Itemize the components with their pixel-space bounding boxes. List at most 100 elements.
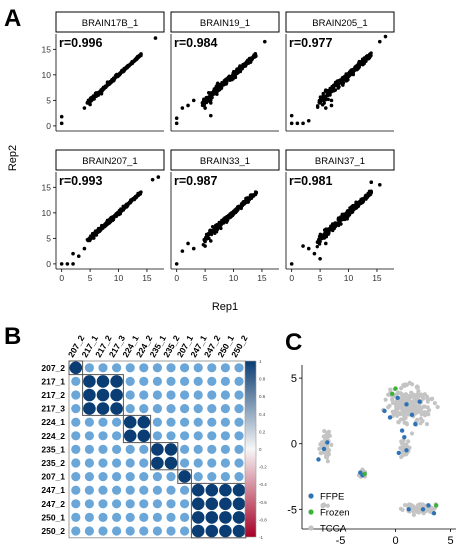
tcga-point (325, 445, 330, 450)
tcga-point (402, 383, 407, 389)
y-tick-label: 10 (42, 70, 52, 80)
correlation-cell (152, 390, 162, 400)
outlier-point (191, 98, 196, 103)
tcga-point (416, 388, 421, 394)
correlation-cell (139, 390, 149, 400)
correlation-cell (180, 417, 190, 427)
facet-strip (55, 11, 165, 33)
outlier-point (383, 34, 388, 39)
data-point (136, 193, 140, 198)
group-box (82, 374, 124, 416)
outlier-point (82, 246, 87, 251)
correlation-cell (71, 499, 81, 509)
outlier-point (180, 249, 185, 253)
row-label: 217_1 (41, 376, 65, 386)
correlation-cell (139, 404, 149, 414)
panel-b-correlogram: 207_2207_2217_1217_1217_2217_2217_3217_3… (41, 333, 267, 540)
correlation-cell (83, 402, 96, 415)
correlation-cell (207, 404, 217, 414)
outlier-point (306, 246, 311, 251)
group-box (68, 360, 84, 376)
correlation-cell (139, 499, 149, 509)
x-tick-label: 5 (88, 273, 93, 283)
tcga-point (409, 406, 414, 411)
correlation-cell (125, 390, 135, 400)
colorbar-tick-label: 0 (259, 447, 262, 452)
facet-BRAIN37_1: BRAIN37_1 0 5 10 15 r=0.981 (285, 149, 395, 283)
data-point (114, 214, 119, 219)
correlation-cell (164, 456, 178, 470)
correlation-cell (166, 376, 176, 386)
correlation-cell (205, 511, 219, 524)
correlation-cell (180, 444, 190, 454)
correlation-cell (207, 376, 217, 386)
correlation-cell (71, 444, 81, 454)
outlier-point (262, 39, 267, 44)
data-point (230, 211, 234, 215)
sample-point-ffpe (325, 440, 330, 445)
correlation-cell (180, 376, 190, 386)
data-point (352, 68, 356, 73)
row-label: 235_2 (41, 458, 65, 468)
correlation-cell (205, 483, 219, 497)
correlation-cell (166, 512, 176, 523)
data-point (85, 237, 90, 242)
correlation-cell (151, 443, 164, 456)
data-point (217, 88, 222, 92)
data-point (209, 98, 213, 102)
correlation-cell (112, 417, 122, 427)
data-point (368, 190, 373, 194)
data-point (224, 79, 229, 84)
correlation-cell (112, 472, 122, 482)
outlier-point (289, 262, 294, 266)
facet-title: BRAIN207_1 (82, 156, 137, 167)
correlation-label: r=0.987 (174, 174, 217, 188)
correlation-cell (98, 512, 108, 523)
correlation-cell (152, 512, 162, 523)
correlation-cell (219, 511, 232, 524)
outlier-point (203, 106, 207, 110)
sample-point-ffpe (387, 415, 393, 420)
data-point (348, 73, 352, 77)
data-point (363, 196, 367, 200)
sample-point-ffpe (404, 448, 409, 453)
correlation-cell (125, 363, 135, 373)
data-point (338, 221, 342, 225)
correlation-cell (180, 499, 190, 509)
correlation-cell (152, 485, 162, 495)
data-point (341, 79, 345, 83)
y-tick-label: -5 (287, 504, 297, 516)
facet-title: BRAIN17B_1 (82, 18, 139, 29)
outlier-point (208, 101, 213, 105)
correlation-cell (84, 431, 94, 441)
colorbar-tick-label: -1 (259, 535, 263, 540)
y-tick-label: 5 (291, 373, 297, 385)
x-tick-label: 15 (257, 273, 267, 283)
y-tick-label: 5 (46, 233, 51, 243)
correlation-cell (178, 470, 191, 483)
data-point (117, 71, 122, 76)
facet-title: BRAIN33_1 (200, 156, 250, 167)
data-point (352, 204, 356, 209)
tcga-point (396, 419, 401, 425)
tcga-point (413, 401, 418, 407)
row-label: 207_1 (41, 472, 65, 482)
y-tick-label: 15 (42, 182, 52, 192)
x-tick-label: 0 (289, 273, 294, 283)
data-point (321, 91, 325, 96)
correlation-cell (152, 376, 162, 386)
outlier-point (289, 113, 294, 118)
correlation-cell (152, 431, 162, 441)
correlation-cell (71, 376, 81, 386)
x-tick-label: 5 (203, 273, 208, 283)
data-point (357, 61, 361, 65)
correlation-cell (207, 458, 217, 468)
data-point (132, 197, 137, 202)
colorbar-tick-label: 1 (259, 359, 262, 364)
tcga-point (425, 405, 430, 410)
outlier-point (254, 190, 259, 195)
tcga-point (427, 509, 433, 514)
correlation-cell (151, 456, 164, 470)
correlation-cell (84, 526, 94, 536)
correlation-cell (83, 375, 96, 388)
